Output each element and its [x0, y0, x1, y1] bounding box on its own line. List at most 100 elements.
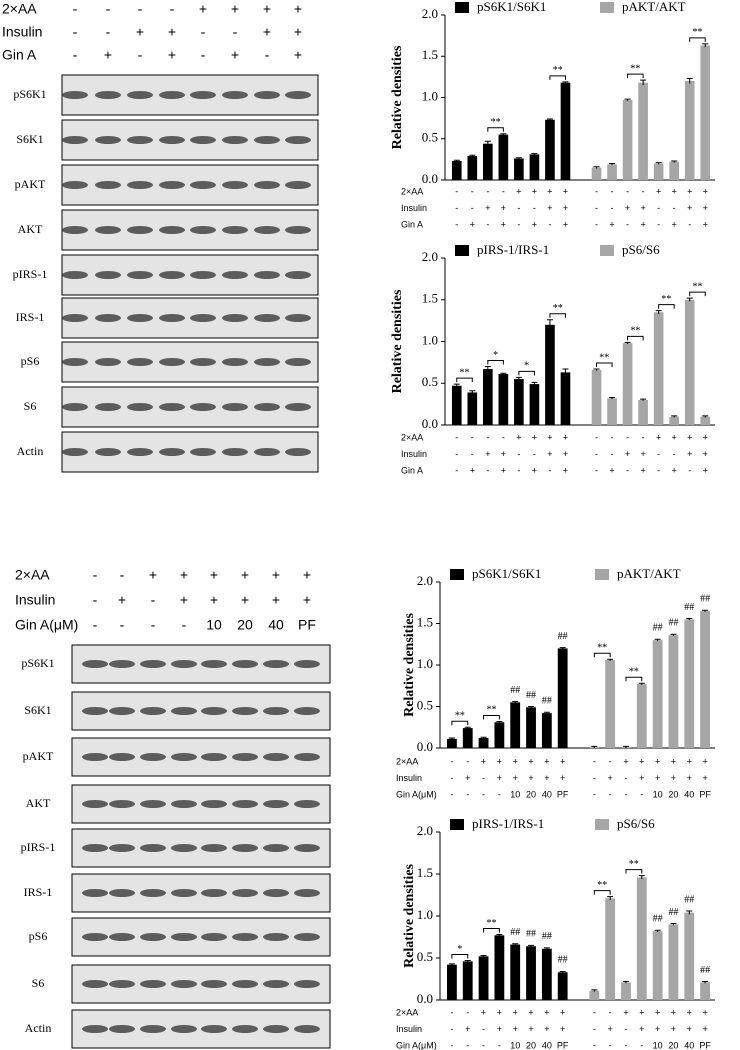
bar [526, 707, 536, 748]
condition-label: 40 [268, 617, 284, 633]
condition-label: - [593, 756, 596, 766]
condition-label: - [450, 1040, 453, 1050]
condition-label: - [482, 1024, 485, 1034]
bar [529, 154, 540, 180]
condition-label: - [657, 449, 660, 459]
error-bar [686, 78, 693, 84]
bar [591, 167, 602, 180]
significance-label: ## [510, 685, 520, 696]
significance-label: ** [491, 117, 501, 128]
band [82, 707, 108, 715]
condition-name: Gin A(μM) [15, 617, 78, 633]
band [82, 933, 108, 941]
band [171, 889, 197, 897]
condition-label: + [532, 219, 537, 229]
condition-label: + [563, 203, 568, 213]
condition-label: + [516, 186, 521, 196]
blot-label: pAKT [23, 749, 54, 763]
condition-label: - [233, 24, 238, 40]
band [140, 707, 166, 715]
band [294, 844, 320, 852]
significance-bracket [518, 370, 535, 376]
band [232, 707, 258, 715]
bar [478, 738, 489, 748]
condition-label: + [136, 24, 144, 40]
condition-label: + [609, 219, 614, 229]
condition-label: + [544, 756, 549, 766]
condition-label: + [241, 567, 249, 583]
legend-label: pS6K1/S6K1 [472, 566, 541, 581]
band [232, 1025, 258, 1033]
band [159, 136, 185, 144]
condition-label: + [671, 773, 676, 783]
condition-name: Insulin [15, 592, 55, 608]
error-bar [512, 943, 519, 946]
condition-label: + [263, 24, 271, 40]
legend-swatch [600, 245, 614, 256]
error-bar [531, 153, 538, 156]
significance-label: ** [553, 65, 563, 76]
condition-label: - [151, 592, 156, 608]
significance-label: ## [526, 929, 536, 940]
band [222, 91, 248, 99]
band [171, 753, 197, 761]
band [190, 136, 216, 144]
condition-label: + [104, 47, 112, 63]
y-tick-label: 1.0 [417, 656, 433, 671]
band [232, 933, 258, 941]
band [254, 136, 280, 144]
condition-name: Insulin [396, 1024, 422, 1034]
band [127, 314, 153, 322]
band [285, 358, 311, 366]
y-tick-label: 1.0 [422, 332, 438, 347]
blot-label: Actin [25, 1021, 52, 1035]
error-bar [546, 118, 553, 121]
condition-label: - [455, 219, 458, 229]
significance-label: ** [597, 642, 607, 653]
bar [622, 99, 633, 180]
condition-label: + [563, 432, 568, 442]
y-tick-label: 0.5 [422, 374, 438, 389]
band [254, 91, 280, 99]
y-tick-label: 0.5 [417, 949, 433, 964]
error-bar [500, 372, 507, 375]
condition-label: + [544, 1024, 549, 1034]
bar [545, 324, 555, 425]
condition-label: - [486, 219, 489, 229]
condition-label: + [687, 449, 692, 459]
legend-label: pIRS-1/IRS-1 [477, 242, 549, 257]
band [62, 271, 88, 279]
bar [541, 948, 552, 1000]
band [190, 271, 216, 279]
condition-label: - [640, 789, 643, 799]
condition-label: + [532, 432, 537, 442]
condition-label: - [482, 1040, 485, 1050]
band [127, 448, 153, 456]
band [171, 980, 197, 988]
band [263, 660, 289, 668]
condition-label: + [639, 756, 644, 766]
condition-label: + [513, 773, 518, 783]
condition-label: + [481, 1007, 486, 1017]
bar [483, 369, 493, 425]
bar [560, 372, 571, 425]
band [232, 660, 258, 668]
band [127, 403, 153, 411]
condition-name: Gin A(μM) [396, 789, 437, 799]
legend-swatch [450, 569, 464, 580]
blot-label: AKT [26, 796, 51, 810]
condition-label: + [640, 465, 645, 475]
condition-label: + [481, 756, 486, 766]
condition-label: + [272, 567, 280, 583]
band [62, 91, 88, 99]
error-bar [686, 910, 693, 915]
condition-label: - [93, 567, 98, 583]
legend-label: pS6/S6 [622, 242, 660, 257]
error-bar [484, 366, 491, 372]
condition-label: + [560, 773, 565, 783]
condition-label: + [671, 756, 676, 766]
band [263, 800, 289, 808]
condition-label: - [450, 1024, 453, 1034]
significance-label: * [524, 361, 529, 372]
condition-label: - [502, 186, 505, 196]
